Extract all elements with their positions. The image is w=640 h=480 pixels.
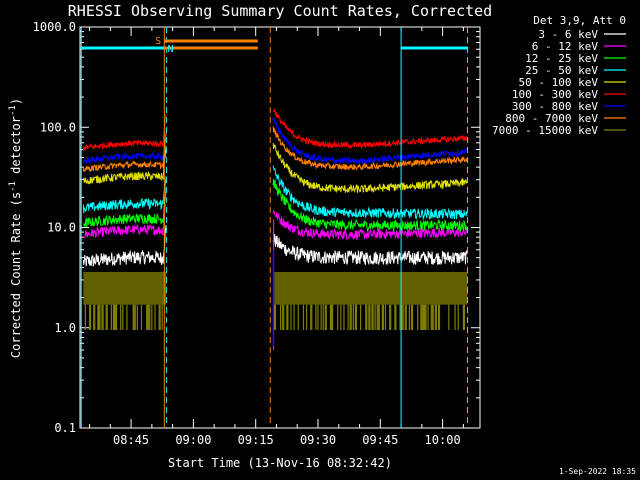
series-trace-post [272, 178, 468, 233]
y-tick-label: 1000.0 [33, 20, 76, 34]
series-trace-post [272, 209, 468, 241]
series-trace-pre [82, 145, 167, 185]
x-tick-label: 09:15 [238, 433, 274, 447]
series-trace-pre [82, 187, 167, 228]
legend-entry-label: 25 - 50 keV [525, 64, 598, 77]
series-trace-post [272, 233, 468, 266]
x-axis-label: Start Time (13-Nov-16 08:32:42) [168, 456, 392, 470]
legend-entry-label: 100 - 300 keV [512, 88, 598, 101]
legend-entry-label: 7000 - 15000 keV [492, 124, 598, 137]
series-trace-pre [82, 132, 167, 173]
y-tick-label: 100.0 [40, 120, 76, 134]
series-25-50keV [82, 165, 468, 221]
series-trace-pre [82, 203, 167, 239]
x-tick-label: 09:00 [175, 433, 211, 447]
series-trace-post [272, 126, 468, 172]
legend-entry-label: 6 - 12 keV [532, 40, 599, 53]
x-tick-label: 09:45 [362, 433, 398, 447]
series-trace-post [272, 165, 468, 221]
x-tick-label: 10:00 [425, 433, 461, 447]
series-trace-pre [82, 225, 167, 267]
x-tick-label: 08:45 [113, 433, 149, 447]
y-axis-label: Corrected Count Rate (s-1 detector-1) [8, 98, 23, 358]
legend-entry-label: 50 - 100 keV [519, 76, 599, 89]
series-band [274, 271, 468, 305]
series-trace-pre [82, 175, 167, 214]
series-trace-post [272, 142, 468, 194]
flag-label: S [155, 36, 161, 47]
series-50-100keV [82, 142, 468, 194]
y-tick-label: 1.0 [54, 321, 76, 335]
y-tick-label: 0.1 [54, 421, 76, 435]
legend-entry-label: 300 - 800 keV [512, 100, 598, 113]
series-7000-15000keV [83, 271, 468, 330]
series-6-12keV [82, 203, 468, 241]
series-trace-post [272, 107, 468, 150]
series-300-800keV [82, 117, 468, 165]
legend-entry-label: 12 - 25 keV [525, 52, 598, 65]
timestamp: 1-Sep-2022 18:35 [559, 467, 636, 476]
legend-entry-label: 800 - 7000 keV [505, 112, 598, 125]
y-tick-label: 10.0 [47, 221, 76, 235]
legend-header: Det 3,9, Att 0 [533, 14, 626, 27]
series-3-6keV [82, 225, 468, 267]
series-band [83, 271, 167, 305]
series-trace-pre [82, 128, 167, 164]
plot-area: 0.1 1.0 10.0 100.0 1000.0 08:45 09:00 09:15 09:3… [33, 20, 481, 447]
series-trace-pre [82, 113, 167, 151]
flag-label: N [168, 44, 174, 55]
series-800-7000keV [82, 126, 468, 173]
legend-entry-label: 3 - 6 keV [538, 28, 598, 41]
x-tick-label: 09:30 [300, 433, 336, 447]
chart-title: RHESSI Observing Summary Count Rates, Co… [68, 2, 492, 20]
series-12-25keV [82, 178, 468, 233]
series-100-300keV [82, 107, 468, 151]
series-trace-post [272, 117, 468, 165]
